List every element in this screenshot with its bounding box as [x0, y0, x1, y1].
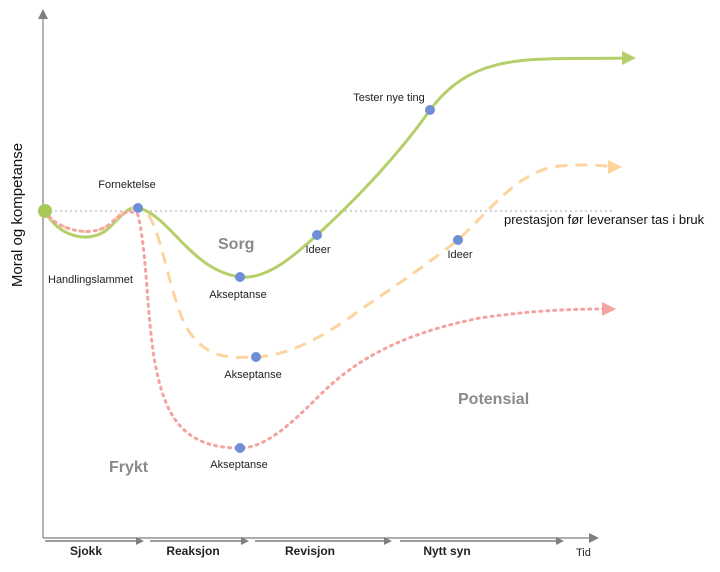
point-ideer-orange: [453, 235, 463, 245]
label-akseptanse-orange: Akseptanse: [224, 369, 281, 381]
phase-label-nytt-syn: Nytt syn: [423, 544, 470, 558]
zone-frykt: Frykt: [109, 459, 149, 476]
phase-label-sjokk: Sjokk: [70, 544, 102, 558]
label-ideer-green: Ideer: [305, 244, 330, 256]
phase-label-reaksjon: Reaksjon: [166, 544, 219, 558]
y-axis-label: Moral og kompetanse: [9, 143, 26, 287]
label-tester-nye-ting: Tester nye ting: [353, 92, 425, 104]
curve-red-dotted: [43, 209, 607, 450]
label-fornektelse: Fornektelse: [98, 179, 155, 191]
label-ideer-orange: Ideer: [447, 249, 472, 261]
label-handlingslammet: Handlingslammet: [48, 274, 133, 286]
point-tester-nye-ting: [425, 105, 435, 115]
point-ideer-green: [312, 230, 322, 240]
point-akseptanse-red: [235, 443, 245, 453]
curve-green-arrowhead: [622, 51, 636, 65]
zone-potensial: Potensial: [458, 391, 529, 408]
baseline-label: prestasjon før leveranser tas i bruk: [504, 212, 705, 227]
x-axis-label: Tid: [576, 547, 591, 559]
point-fornektelse: [133, 203, 143, 213]
curve-green-solid: [43, 56, 631, 279]
start-point: [38, 204, 52, 218]
point-akseptanse-orange: [251, 352, 261, 362]
label-akseptanse-green: Akseptanse: [209, 289, 266, 301]
point-akseptanse-green: [235, 272, 245, 282]
curve-orange-dashed: [43, 163, 613, 359]
curve-red-arrowhead: [602, 302, 616, 316]
curve-orange-arrowhead: [608, 160, 622, 174]
label-akseptanse-red: Akseptanse: [210, 459, 267, 471]
zone-sorg: Sorg: [218, 236, 254, 253]
phase-label-revisjon: Revisjon: [285, 544, 335, 558]
